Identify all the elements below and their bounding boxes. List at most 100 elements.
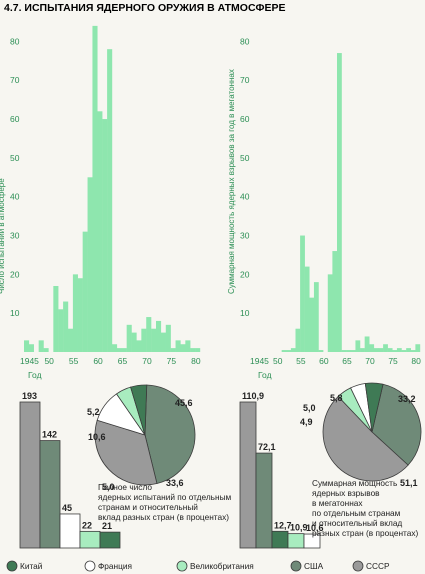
x-tick-label: 55	[69, 356, 79, 366]
tests-share-pie: 45,6 33,6 10,6 5,0 5,2	[87, 384, 196, 492]
hist-bar	[151, 328, 157, 352]
hist-bar	[160, 332, 166, 352]
hist-bar	[327, 274, 333, 352]
hist-bar	[77, 278, 83, 352]
legend-label: Китай	[20, 561, 43, 571]
y-tick-label: 20	[240, 269, 250, 279]
pie-slice	[371, 383, 422, 466]
hist-bar	[195, 348, 201, 352]
hist-bar	[387, 348, 393, 352]
hist-bar	[121, 348, 127, 352]
hist-bar	[165, 324, 171, 352]
hist-bar	[309, 297, 315, 352]
hist-bar	[332, 251, 338, 352]
x-tick-label: 50	[44, 356, 54, 366]
pie-value-label: 5,0	[102, 482, 115, 492]
x-tick-label: 1945	[250, 356, 269, 366]
hist-bar	[369, 344, 375, 352]
hist-bar	[58, 309, 64, 352]
hist-bar	[107, 49, 113, 352]
caption-line: разных стран (в процентах)	[312, 528, 419, 538]
country-bar	[19, 401, 41, 549]
caption-line: ядерных взрывов	[312, 488, 380, 498]
bar-value-label: 193	[22, 391, 37, 401]
hist-bar	[126, 324, 132, 352]
y-tick-label: 30	[10, 231, 20, 241]
hist-bar	[53, 286, 59, 352]
y-tick-label: 40	[10, 192, 20, 202]
x-tick-label: 60	[93, 356, 103, 366]
bar-value-label: 10,9	[290, 523, 308, 533]
legend-label: Великобритания	[190, 561, 254, 571]
country-bar	[79, 530, 101, 549]
yield-share-pie: 33,2 51,1 4,9 5,0 5,8	[300, 382, 422, 488]
hist-bar	[97, 111, 103, 352]
country-bar	[99, 531, 121, 549]
legend-swatch	[352, 560, 364, 572]
bar-value-label: 21	[102, 521, 112, 531]
pie-value-label: 5,2	[87, 407, 100, 417]
hist-bar	[87, 177, 93, 352]
hist-bar	[82, 231, 88, 352]
country-bar	[239, 401, 257, 549]
hist-bar	[415, 344, 421, 352]
hist-bar	[112, 344, 118, 352]
pie-slice	[130, 384, 148, 436]
hist-bar	[350, 350, 356, 352]
y-tick-label: 10	[10, 308, 20, 318]
page-title: 4.7. ИСПЫТАНИЯ ЯДЕРНОГО ОРУЖИЯ В АТМОСФЕ…	[4, 2, 286, 14]
bar-value-label: 45	[62, 503, 72, 513]
hist-bar	[383, 344, 388, 352]
caption-line: Суммарная мощность	[312, 478, 397, 488]
hist-bar	[364, 336, 370, 352]
pie-value-label: 5,8	[330, 393, 343, 403]
y-tick-label: 60	[10, 114, 20, 124]
y-tick-label: 40	[240, 192, 250, 202]
pie-value-label: 4,9	[300, 417, 313, 427]
country-bar	[255, 452, 273, 549]
y-tick-label: 80	[10, 36, 20, 46]
x-tick-label: 50	[273, 356, 283, 366]
legend-label: США	[304, 561, 324, 571]
x-tick-label: 60	[319, 356, 329, 366]
x-tick-label: 70	[142, 356, 152, 366]
caption-line: в мегатоннах	[312, 498, 363, 508]
x-tick-label: 65	[342, 356, 352, 366]
y-tick-label: 30	[240, 231, 250, 241]
pie-slice	[322, 395, 409, 482]
tests-count-histogram: 10 20 30 40 50 60 70 80 1945 50 55 60 65 70 75 80 Год Чис…	[0, 25, 201, 380]
hist-bar	[43, 348, 49, 352]
hist-bar	[406, 348, 411, 352]
pie-value-label: 45,6	[175, 398, 193, 408]
x-tick-label: 65	[118, 356, 128, 366]
yield-histogram: 10 20 30 40 50 60 70 80 1945 50 55 60 65 70 75 80 Год Сум…	[227, 36, 421, 380]
hist-bar	[102, 119, 108, 352]
hist-bar	[401, 350, 407, 352]
hist-bar	[341, 350, 347, 352]
hist-bar	[146, 317, 152, 352]
x-tick-label: 75	[167, 356, 177, 366]
bar-value-label: 110,9	[242, 391, 264, 401]
x-tick-label: 80	[411, 356, 421, 366]
y-tick-label: 50	[10, 153, 20, 163]
country-bar	[287, 533, 305, 549]
pie-slice	[94, 419, 158, 486]
pie-value-label: 10,6	[88, 432, 106, 442]
hist-bar	[175, 340, 181, 352]
hist-bar	[337, 53, 342, 352]
y-tick-label: 60	[240, 114, 250, 124]
yield-by-country-bars: 110,9 72,1 12,710,910,6	[239, 391, 324, 549]
hist-bar	[63, 301, 69, 352]
y-tick-label: 70	[240, 75, 250, 85]
pie-value-label: 5,0	[303, 403, 316, 413]
hist-bar	[392, 350, 398, 352]
hist-bar	[286, 350, 292, 352]
x-axis-label: Год	[28, 370, 42, 380]
hist-bar	[38, 340, 44, 352]
tests-by-country-bars: 193 142 45 22 21	[19, 391, 121, 549]
pie-value-label: 51,1	[400, 478, 418, 488]
hist-bar	[355, 340, 361, 352]
bar-value-label: 12,7	[274, 520, 292, 530]
x-tick-label: 55	[296, 356, 306, 366]
